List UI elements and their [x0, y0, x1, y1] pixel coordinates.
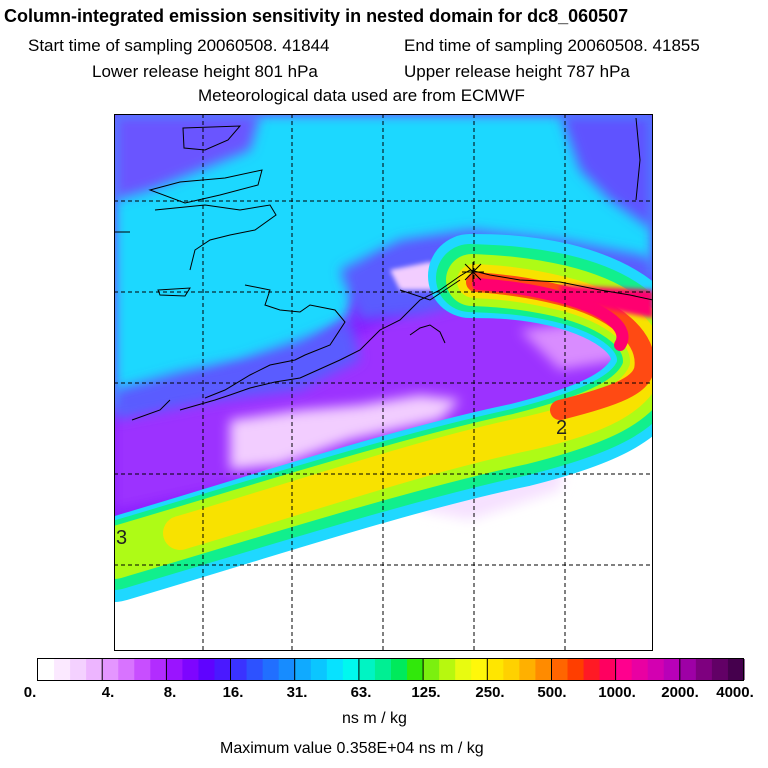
colorbar-tick-8: 8.: [163, 684, 177, 701]
colorbar-swatch: [695, 659, 713, 680]
colorbar-tick-4: 4.: [101, 684, 115, 701]
colorbar-tick-4000: 4000.: [716, 684, 754, 701]
map-title: Column-integrated emission sensitivity i…: [4, 6, 629, 26]
meteorological-data-label: Meteorological data used are from ECMWF: [198, 86, 525, 105]
colorbar-swatch: [70, 659, 87, 680]
contour-label-2: 2: [556, 417, 567, 439]
colorbar-swatch: [599, 659, 617, 680]
colorbar-swatch: [262, 659, 280, 680]
colorbar-swatch: [663, 659, 681, 680]
pale-pink-patch: [230, 395, 460, 470]
colorbar-swatch: [615, 659, 633, 680]
peak-region-east: [560, 285, 653, 318]
colorbar-swatch: [631, 659, 649, 680]
colorbar-swatch: [294, 659, 312, 680]
blue-northeast-patch: [560, 114, 653, 230]
colorbar-swatch: [519, 659, 537, 680]
coastlines: [114, 117, 653, 421]
colorbar-swatch: [407, 659, 424, 680]
lower-release-height: Lower release height 801 hPa: [92, 62, 318, 81]
colorbar-swatch: [326, 659, 344, 680]
colorbar-swatch: [54, 659, 71, 680]
colorbar-swatch: [471, 659, 488, 680]
release-location-marker: [462, 262, 484, 282]
colorbar-tick-125: 125.: [411, 684, 441, 701]
colorbar-swatch: [487, 659, 504, 680]
colorbar-swatch: [679, 659, 697, 680]
colorbar-swatch: [246, 659, 264, 680]
colorbar-tick-2000: 2000.: [661, 684, 699, 701]
blue-northwest-patch: [114, 114, 260, 200]
colorbar-swatch: [439, 659, 456, 680]
lat-lon-grid: [114, 114, 653, 651]
colorbar-swatch: [567, 659, 585, 680]
start-time-label: Start time of sampling 20060508. 41844: [28, 36, 330, 55]
colorbar-swatch: [342, 659, 360, 680]
transport-plume: [114, 234, 653, 602]
maximum-value-label: Maximum value 0.358E+04 ns m / kg: [220, 740, 484, 757]
colorbar-swatch: [86, 659, 103, 680]
colorbar-frame: [37, 658, 744, 681]
colorbar-swatch: [711, 659, 729, 680]
colorbar-swatch: [166, 659, 184, 680]
colorbar-swatch: [230, 659, 248, 680]
map-frame: [114, 114, 653, 651]
blue-west-band: [114, 320, 360, 420]
colorbar-swatch: [503, 659, 520, 680]
colorbar-tick-500: 500.: [537, 684, 567, 701]
colorbar-swatch: [102, 659, 119, 680]
upper-release-height: Upper release height 787 hPa: [404, 62, 630, 81]
end-time-label: End time of sampling 20060508. 41855: [404, 36, 700, 55]
colorbar-swatch: [38, 659, 55, 680]
colorbar-units: ns m / kg: [342, 710, 407, 727]
colorbar-tick-16: 16.: [222, 684, 244, 701]
colorbar-swatch: [535, 659, 553, 680]
colorbar-swatch: [150, 659, 167, 680]
colorbar-tick-0: 0.: [23, 684, 37, 701]
colorbar-tick-63: 63.: [350, 684, 372, 701]
colorbar-swatch: [310, 659, 328, 680]
cyan-northern-region: [114, 114, 653, 410]
colorbar: [38, 659, 745, 680]
colorbar-swatch: [583, 659, 601, 680]
colorbar-tick-31: 31.: [286, 684, 308, 701]
colorbar-swatch: [182, 659, 200, 680]
colorbar-tick-250: 250.: [475, 684, 505, 701]
colorbar-swatch: [455, 659, 472, 680]
colorbar-swatch: [278, 659, 296, 680]
colorbar-swatch: [358, 659, 376, 680]
colorbar-swatch: [551, 659, 569, 680]
colorbar-swatch: [374, 659, 392, 680]
colorbar-swatch: [391, 659, 408, 680]
colorbar-swatch: [214, 659, 232, 680]
colorbar-tick-1000: 1000.: [598, 684, 636, 701]
colorbar-swatch: [423, 659, 440, 680]
colorbar-swatch: [198, 659, 216, 680]
colorbar-swatch: [134, 659, 151, 680]
contour-label-3: 3: [116, 527, 127, 549]
colorbar-swatch: [118, 659, 135, 680]
colorbar-swatch: [647, 659, 665, 680]
colorbar-swatch: [727, 659, 745, 680]
